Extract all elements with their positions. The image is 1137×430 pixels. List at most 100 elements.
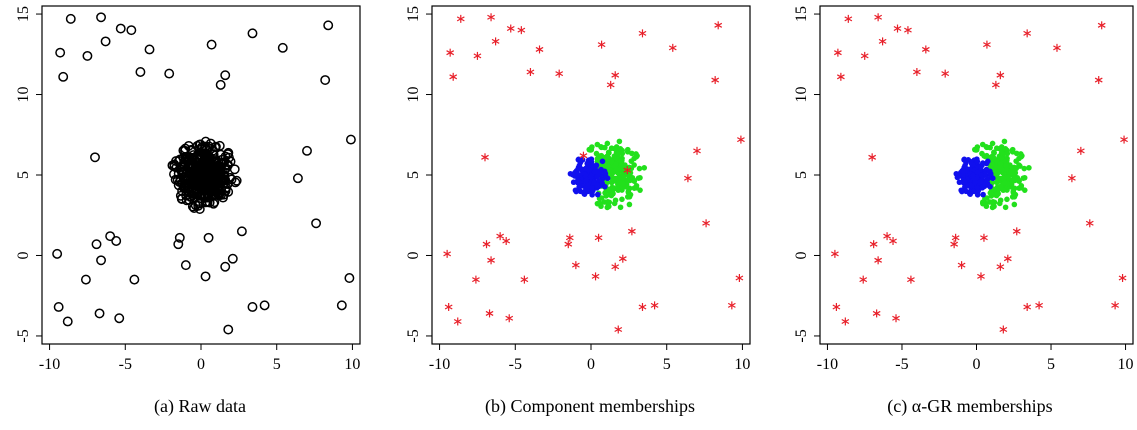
outlier-point — [668, 43, 677, 52]
outlier-point — [564, 240, 573, 249]
component-1-point — [962, 178, 968, 185]
data-point — [192, 189, 203, 200]
outlier-point — [907, 275, 915, 284]
outlier-point — [1003, 254, 1012, 263]
component-2-point — [631, 185, 638, 191]
data-point — [196, 184, 206, 195]
outlier-point — [878, 37, 887, 46]
outlier-point — [236, 226, 247, 237]
component-1-point — [954, 174, 961, 181]
outlier-point — [111, 236, 122, 246]
outlier-point — [611, 71, 620, 80]
component-2-point — [618, 162, 625, 168]
outlier-point — [684, 174, 692, 183]
y-tick-label: -5 — [793, 329, 810, 342]
x-tick-label: -5 — [509, 356, 522, 373]
y-tick-label: 10 — [793, 87, 810, 103]
component-1-point — [979, 184, 986, 191]
y-tick-label: 10 — [15, 87, 32, 103]
outlier-point — [247, 28, 258, 39]
outlier-point — [1023, 302, 1032, 311]
component-2-point — [601, 199, 608, 205]
data-point — [188, 150, 199, 161]
outlier-point — [889, 236, 897, 245]
component-2-point — [991, 150, 997, 156]
x-tick-label: 0 — [197, 356, 205, 373]
component-2-point — [998, 183, 1004, 190]
component-1-point — [970, 188, 977, 195]
component-2-point — [631, 162, 637, 168]
outlier-point — [832, 302, 841, 311]
outlier-point — [90, 152, 100, 163]
component-1-point — [962, 184, 968, 190]
component-2-point — [626, 201, 633, 208]
component-1-point — [576, 184, 582, 190]
outlier-point — [126, 25, 137, 36]
x-tick-label: 10 — [1118, 356, 1134, 373]
y-tick-label: -5 — [405, 329, 422, 342]
component-2-point — [993, 172, 1000, 178]
panel-b: -10 -5 0 5 10 -5 0 5 10 15 — [405, 5, 751, 373]
outlier-point — [62, 316, 73, 327]
outlier-point — [58, 71, 69, 82]
data-point — [169, 169, 179, 180]
component-2-point — [633, 151, 639, 157]
outlier-point — [711, 76, 720, 85]
outlier-point — [443, 249, 452, 258]
data-point — [200, 171, 211, 182]
component-1-point — [588, 174, 594, 181]
component-1-point — [598, 168, 604, 174]
component-2-point — [637, 174, 643, 181]
component-2-point — [608, 145, 615, 152]
y-tick-label: 0 — [15, 251, 32, 259]
outlier-point — [1012, 227, 1021, 236]
data-point — [191, 183, 202, 194]
component-2-point — [624, 146, 631, 153]
component-2-point — [998, 166, 1005, 173]
outlier-point — [485, 309, 494, 318]
component-2-point — [618, 158, 624, 164]
data-point — [206, 171, 217, 182]
outlier-point — [344, 273, 355, 283]
outlier-point — [833, 48, 842, 57]
component-2-point — [1011, 201, 1018, 208]
outlier-point — [91, 239, 102, 250]
outlier-point — [571, 261, 580, 270]
outlier-point — [868, 153, 877, 162]
outlier-point — [206, 39, 217, 50]
data-point — [182, 152, 193, 163]
x-tick-label: -5 — [895, 356, 908, 373]
x-tick-label: 10 — [734, 356, 750, 373]
component-2-point — [1004, 196, 1010, 203]
component-1-point — [974, 185, 981, 191]
component-1-point — [570, 171, 576, 178]
outlier-point — [737, 135, 745, 144]
caption-panel-b: (b) Component memberships — [485, 396, 695, 416]
component-2-point — [598, 195, 605, 201]
x-tick-label: 10 — [344, 356, 360, 373]
component-2-point — [617, 146, 624, 152]
outlier-point — [336, 300, 347, 311]
component-2-point — [594, 156, 601, 162]
outlier-point — [94, 308, 105, 319]
outlier-point — [951, 233, 960, 242]
outlier-point — [259, 300, 270, 311]
outlier-point — [883, 232, 891, 241]
outlier-point — [591, 272, 600, 281]
outlier-point — [55, 47, 66, 58]
outlier-point — [100, 36, 111, 47]
outlier-point — [977, 272, 985, 281]
data-point — [186, 152, 197, 163]
outlier-point — [735, 274, 744, 283]
component-2-point — [615, 175, 622, 182]
panel-c: -10 -5 0 5 10 -5 0 5 10 15 — [793, 5, 1134, 373]
data-point — [205, 138, 216, 149]
outlier-point — [520, 275, 529, 284]
outlier-point — [144, 44, 155, 55]
component-1-point — [593, 162, 600, 169]
outlier-point — [292, 173, 303, 184]
component-2-point — [598, 203, 604, 210]
outlier-point — [505, 314, 514, 323]
outlier-point — [65, 13, 76, 24]
outlier-point — [1067, 174, 1076, 183]
